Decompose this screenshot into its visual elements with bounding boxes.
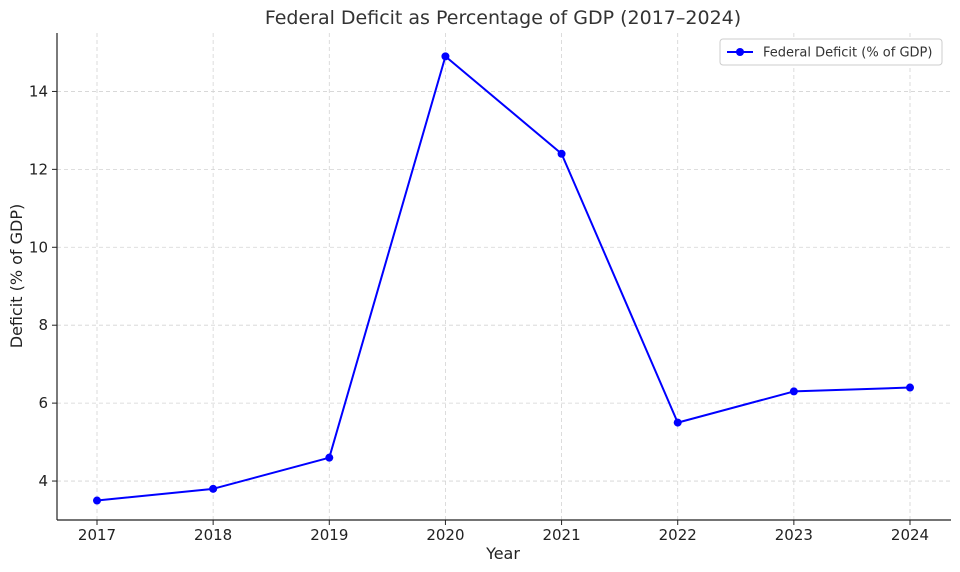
x-tick-label: 2022 bbox=[659, 526, 697, 544]
ticks: 2017 2018 2019 2020 2021 2022 2023 2024 4 6 8 10 12 1… bbox=[29, 82, 929, 544]
y-tick-label: 10 bbox=[29, 238, 48, 256]
legend-series-marker bbox=[736, 48, 744, 56]
x-tick-label: 2021 bbox=[542, 526, 580, 544]
x-tick-label: 2019 bbox=[310, 526, 348, 544]
x-tick-label: 2018 bbox=[194, 526, 232, 544]
data-point bbox=[789, 387, 798, 396]
data-point bbox=[557, 149, 566, 158]
data-point bbox=[906, 383, 914, 392]
legend: Federal Deficit (% of GDP) bbox=[719, 38, 943, 66]
data-point bbox=[93, 496, 101, 505]
x-axis-title: Year bbox=[485, 544, 520, 563]
y-tick-label: 8 bbox=[38, 316, 48, 334]
data-point bbox=[441, 52, 450, 61]
legend-series-label: Federal Deficit (% of GDP) bbox=[763, 46, 932, 61]
y-axis-title: Deficit (% of GDP) bbox=[7, 204, 26, 349]
data-point bbox=[209, 484, 218, 493]
y-tick-label: 12 bbox=[29, 160, 48, 178]
x-tick-label: 2017 bbox=[78, 526, 116, 544]
data-point bbox=[673, 418, 682, 427]
y-tick-label: 14 bbox=[29, 82, 48, 100]
x-tick-label: 2020 bbox=[426, 526, 464, 544]
x-tick-label: 2024 bbox=[891, 526, 929, 544]
y-tick-label: 6 bbox=[38, 394, 48, 412]
axes bbox=[56, 33, 951, 521]
series-line bbox=[96, 55, 911, 502]
y-tick-label: 4 bbox=[38, 472, 48, 490]
data-point bbox=[325, 453, 334, 462]
legend-box bbox=[719, 38, 943, 66]
chart-title: Federal Deficit as Percentage of GDP (20… bbox=[265, 7, 741, 29]
grid bbox=[57, 33, 951, 520]
x-tick-label: 2023 bbox=[775, 526, 813, 544]
series-layer bbox=[93, 52, 914, 505]
